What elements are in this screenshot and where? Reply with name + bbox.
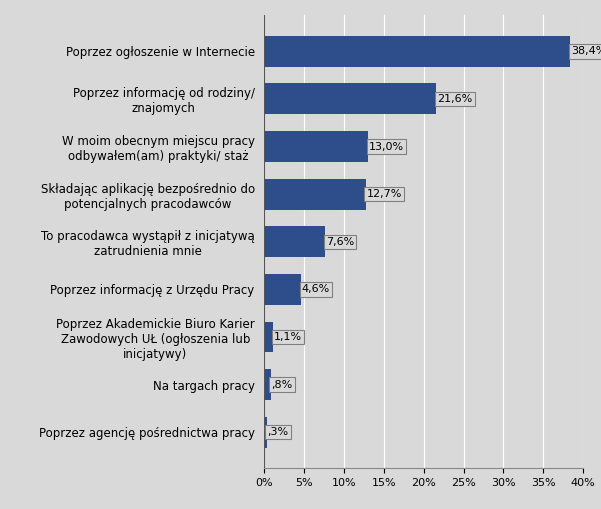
Text: 21,6%: 21,6%: [438, 94, 472, 104]
Bar: [264, 369, 271, 400]
Text: 7,6%: 7,6%: [326, 237, 354, 247]
Text: ,3%: ,3%: [267, 427, 288, 437]
Text: 1,1%: 1,1%: [274, 332, 302, 342]
Bar: [264, 179, 365, 210]
Bar: [264, 417, 267, 448]
Text: 12,7%: 12,7%: [367, 189, 401, 199]
Bar: [264, 83, 436, 115]
Text: 13,0%: 13,0%: [369, 142, 404, 152]
Text: ,8%: ,8%: [272, 380, 293, 389]
Text: 38,4%: 38,4%: [571, 46, 601, 56]
Bar: [264, 274, 301, 305]
Bar: [264, 227, 325, 257]
Bar: [264, 131, 368, 162]
Text: 4,6%: 4,6%: [302, 285, 330, 294]
Bar: [264, 36, 570, 67]
Bar: [264, 322, 273, 352]
